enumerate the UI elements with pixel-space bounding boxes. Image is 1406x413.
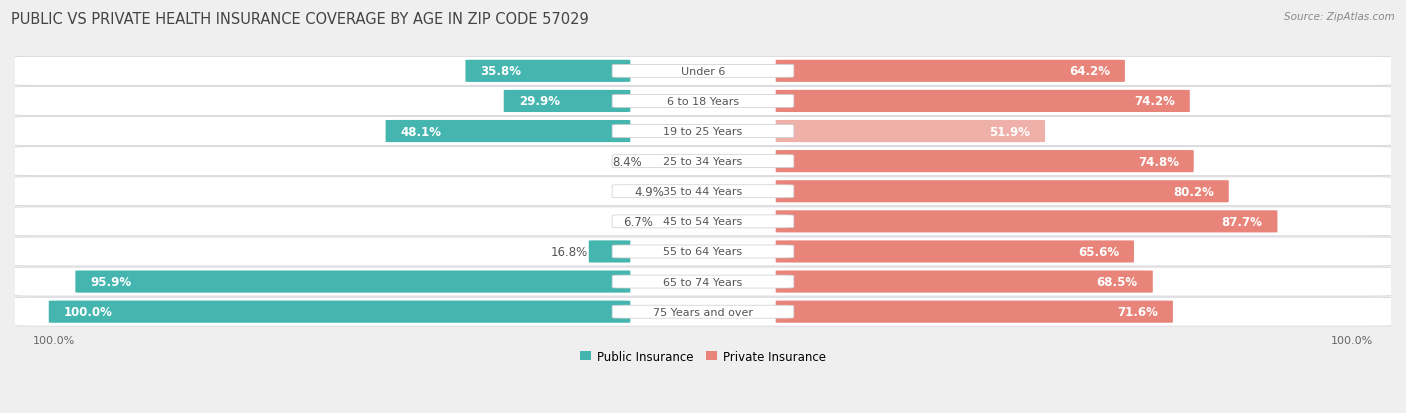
FancyBboxPatch shape [776, 211, 1278, 233]
FancyBboxPatch shape [589, 241, 630, 263]
Text: PUBLIC VS PRIVATE HEALTH INSURANCE COVERAGE BY AGE IN ZIP CODE 57029: PUBLIC VS PRIVATE HEALTH INSURANCE COVER… [11, 12, 589, 27]
Text: 95.9%: 95.9% [90, 275, 131, 288]
FancyBboxPatch shape [776, 271, 1153, 293]
Text: 75 Years and over: 75 Years and over [652, 307, 754, 317]
FancyBboxPatch shape [776, 61, 1125, 83]
FancyBboxPatch shape [8, 87, 1398, 116]
Text: 45 to 54 Years: 45 to 54 Years [664, 217, 742, 227]
FancyBboxPatch shape [612, 275, 794, 288]
Text: 80.2%: 80.2% [1173, 185, 1213, 198]
Text: 4.9%: 4.9% [636, 185, 665, 198]
Text: 29.9%: 29.9% [519, 95, 560, 108]
Text: 51.9%: 51.9% [990, 125, 1031, 138]
FancyBboxPatch shape [776, 301, 1173, 323]
FancyBboxPatch shape [76, 271, 630, 293]
FancyBboxPatch shape [465, 61, 630, 83]
Text: 74.8%: 74.8% [1137, 155, 1178, 168]
Text: 71.6%: 71.6% [1118, 306, 1159, 318]
Text: 87.7%: 87.7% [1222, 215, 1263, 228]
Text: 55 to 64 Years: 55 to 64 Years [664, 247, 742, 257]
FancyBboxPatch shape [49, 301, 630, 323]
FancyBboxPatch shape [612, 185, 794, 198]
FancyBboxPatch shape [612, 95, 794, 108]
Text: 100.0%: 100.0% [63, 306, 112, 318]
Text: 35.8%: 35.8% [481, 65, 522, 78]
Text: Source: ZipAtlas.com: Source: ZipAtlas.com [1284, 12, 1395, 22]
Text: 19 to 25 Years: 19 to 25 Years [664, 127, 742, 137]
FancyBboxPatch shape [776, 241, 1135, 263]
FancyBboxPatch shape [8, 147, 1398, 176]
Text: 16.8%: 16.8% [550, 245, 588, 259]
Text: 6.7%: 6.7% [623, 215, 652, 228]
FancyBboxPatch shape [612, 125, 794, 138]
Text: 74.2%: 74.2% [1135, 95, 1175, 108]
Text: Under 6: Under 6 [681, 66, 725, 77]
Text: 35 to 44 Years: 35 to 44 Years [664, 187, 742, 197]
FancyBboxPatch shape [612, 306, 794, 318]
FancyBboxPatch shape [385, 121, 630, 143]
Text: 6 to 18 Years: 6 to 18 Years [666, 97, 740, 107]
FancyBboxPatch shape [8, 268, 1398, 296]
FancyBboxPatch shape [612, 155, 794, 168]
FancyBboxPatch shape [776, 181, 1229, 203]
Text: 64.2%: 64.2% [1069, 65, 1109, 78]
FancyBboxPatch shape [503, 90, 630, 113]
Text: 65.6%: 65.6% [1078, 245, 1119, 259]
FancyBboxPatch shape [776, 151, 1194, 173]
Text: 25 to 34 Years: 25 to 34 Years [664, 157, 742, 167]
FancyBboxPatch shape [8, 177, 1398, 206]
Text: 68.5%: 68.5% [1097, 275, 1137, 288]
FancyBboxPatch shape [8, 297, 1398, 326]
FancyBboxPatch shape [612, 65, 794, 78]
FancyBboxPatch shape [8, 207, 1398, 236]
FancyBboxPatch shape [776, 121, 1045, 143]
FancyBboxPatch shape [8, 117, 1398, 146]
FancyBboxPatch shape [8, 237, 1398, 266]
Text: 8.4%: 8.4% [612, 155, 643, 168]
FancyBboxPatch shape [776, 90, 1189, 113]
FancyBboxPatch shape [612, 245, 794, 258]
FancyBboxPatch shape [8, 57, 1398, 86]
Text: 65 to 74 Years: 65 to 74 Years [664, 277, 742, 287]
Legend: Public Insurance, Private Insurance: Public Insurance, Private Insurance [575, 345, 831, 368]
Text: 48.1%: 48.1% [401, 125, 441, 138]
FancyBboxPatch shape [612, 215, 794, 228]
